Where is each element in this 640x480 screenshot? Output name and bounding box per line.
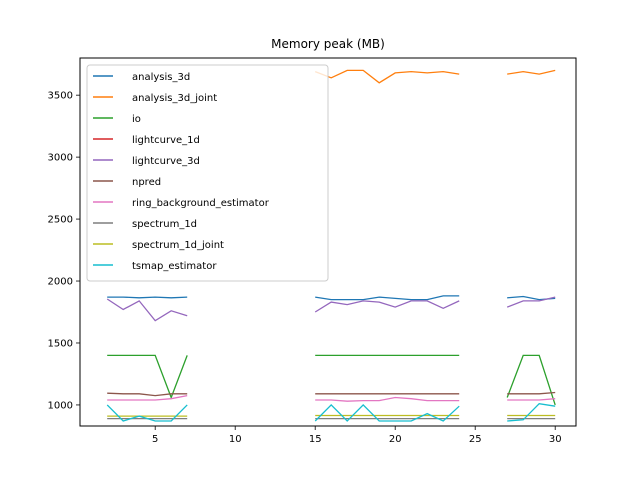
legend-label: analysis_3d_joint bbox=[132, 93, 217, 104]
series-line bbox=[507, 69, 556, 75]
legend-item: lightcurve_3d bbox=[93, 156, 200, 167]
series-line bbox=[507, 391, 556, 395]
x-tick-label: 20 bbox=[389, 434, 402, 445]
series-line bbox=[314, 403, 460, 422]
series-io bbox=[107, 354, 556, 406]
legend-item: tsmap_estimator bbox=[93, 261, 217, 272]
series-npred bbox=[107, 391, 556, 397]
legend-label: tsmap_estimator bbox=[132, 261, 217, 272]
legend-label: lightcurve_3d bbox=[132, 156, 200, 167]
y-axis: 1000 1500 2000 2500 3000 3500 bbox=[48, 91, 80, 411]
series-line bbox=[507, 403, 556, 422]
legend-item: spectrum_1d_joint bbox=[93, 240, 224, 251]
series-line bbox=[506, 354, 556, 406]
legend-item: ring_background_estimator bbox=[93, 198, 270, 209]
legend-label: spectrum_1d_joint bbox=[132, 240, 224, 251]
y-tick-label: 1500 bbox=[48, 338, 73, 349]
chart-title: Memory peak (MB) bbox=[271, 37, 385, 51]
y-tick-label: 3500 bbox=[48, 91, 73, 102]
series-line bbox=[107, 354, 188, 400]
legend-item: io bbox=[93, 114, 141, 125]
legend-item: lightcurve_1d bbox=[93, 135, 200, 146]
series-line bbox=[107, 394, 188, 401]
x-tick-label: 25 bbox=[469, 434, 482, 445]
series-analysis-3d-joint bbox=[314, 69, 556, 84]
legend-item: spectrum_1d bbox=[93, 219, 197, 230]
y-tick-label: 2500 bbox=[48, 215, 73, 226]
series-line bbox=[506, 296, 556, 308]
legend-label: lightcurve_1d bbox=[132, 135, 200, 146]
legend-label: analysis_3d bbox=[132, 72, 190, 83]
series-line bbox=[106, 404, 188, 422]
series-ring-background-estimator bbox=[107, 394, 556, 402]
plot-lines bbox=[106, 69, 556, 422]
legend-item: analysis_3d bbox=[93, 72, 190, 83]
legend-label: io bbox=[132, 114, 141, 125]
series-line bbox=[314, 300, 460, 313]
x-axis: 5 10 15 20 25 30 bbox=[152, 426, 562, 445]
x-tick-label: 5 bbox=[152, 434, 158, 445]
series-line bbox=[507, 398, 556, 401]
series-line bbox=[315, 295, 460, 301]
legend-item: analysis_3d_joint bbox=[93, 93, 217, 104]
series-tsmap-estimator bbox=[106, 403, 556, 422]
x-tick-label: 30 bbox=[549, 434, 562, 445]
legend-item: npred bbox=[93, 177, 161, 188]
plot-frame bbox=[79, 57, 577, 427]
series-line bbox=[106, 298, 188, 322]
x-tick-label: 10 bbox=[229, 434, 242, 445]
series-line bbox=[107, 392, 188, 397]
legend-label: spectrum_1d bbox=[132, 219, 197, 230]
series-line bbox=[314, 69, 460, 84]
y-tick-label: 1000 bbox=[48, 400, 73, 411]
legend-label: npred bbox=[132, 177, 161, 188]
legend-box bbox=[86, 64, 329, 282]
y-tick-label: 2000 bbox=[48, 277, 73, 288]
series-line bbox=[107, 296, 188, 299]
legend-label: ring_background_estimator bbox=[132, 198, 270, 209]
series-line bbox=[315, 396, 460, 402]
x-tick-label: 15 bbox=[309, 434, 322, 445]
series-spectrum-1d-joint bbox=[107, 414, 556, 417]
series-lightcurve-3d bbox=[106, 296, 556, 322]
y-tick-label: 3000 bbox=[48, 153, 73, 164]
